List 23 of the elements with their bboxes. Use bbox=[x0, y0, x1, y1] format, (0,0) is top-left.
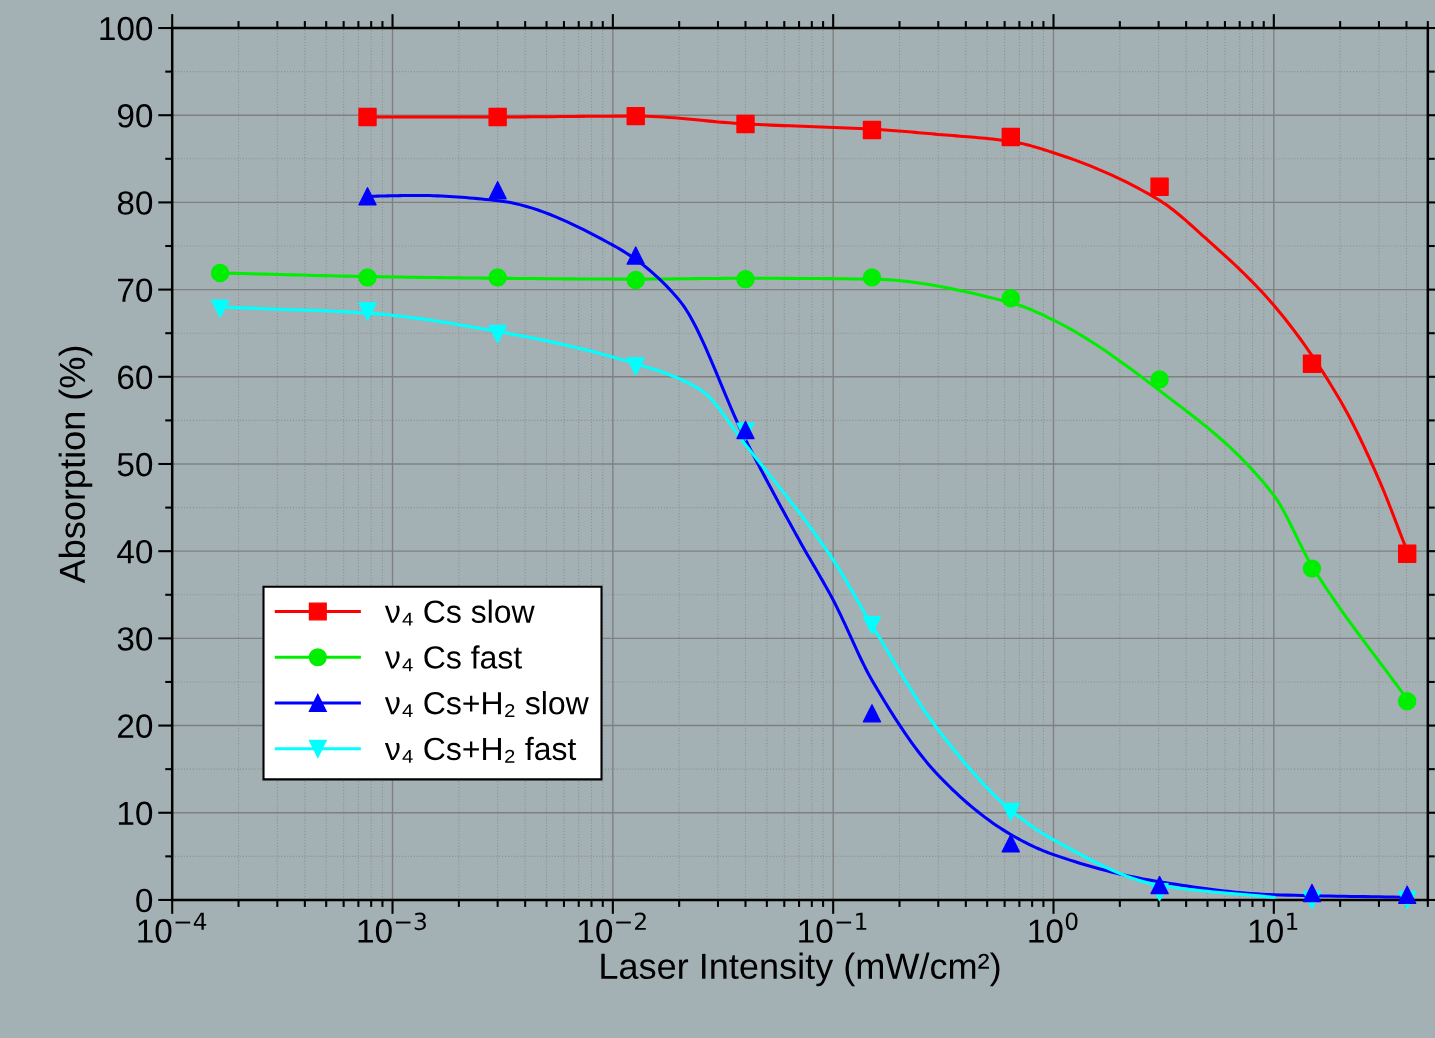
x-tick-label: 10$^{−1}$ bbox=[799, 912, 867, 943]
x-tick-label: 10$^{0}$ bbox=[1029, 912, 1078, 943]
x-tick-label: 10$^{−3}$ bbox=[358, 912, 426, 943]
y-tick-label: 40 bbox=[117, 539, 153, 564]
y-axis-title: Absorption (%) bbox=[58, 346, 93, 584]
legend-label: ν₄ Cs fast bbox=[384, 645, 522, 672]
x-tick-label: 10$^{−2}$ bbox=[578, 912, 646, 943]
x-tick-label: 10$^{1}$ bbox=[1249, 912, 1298, 943]
y-tick-label: 60 bbox=[118, 365, 153, 390]
y-tick-label: 10 bbox=[118, 801, 153, 826]
x-tick-label: 10$^{−4}$ bbox=[138, 912, 207, 943]
legend-label: ν₄ Cs+H₂ fast bbox=[384, 736, 577, 763]
legend-label: ν₄ Cs slow bbox=[384, 599, 535, 626]
y-tick-label: 100 bbox=[100, 16, 153, 41]
legend-label: ν₄ Cs+H₂ slow bbox=[384, 691, 589, 717]
y-tick-label: 90 bbox=[117, 104, 153, 128]
y-tick-label: 50 bbox=[117, 452, 153, 477]
y-tick-label: 70 bbox=[118, 278, 153, 303]
x-axis-title: Laser Intensity (mW/cm²) bbox=[601, 952, 1000, 987]
y-tick-label: 30 bbox=[117, 627, 153, 651]
y-tick-label: 80 bbox=[117, 191, 153, 215]
y-tick-label: 0 bbox=[136, 888, 153, 913]
y-tick-label: 20 bbox=[118, 714, 153, 738]
